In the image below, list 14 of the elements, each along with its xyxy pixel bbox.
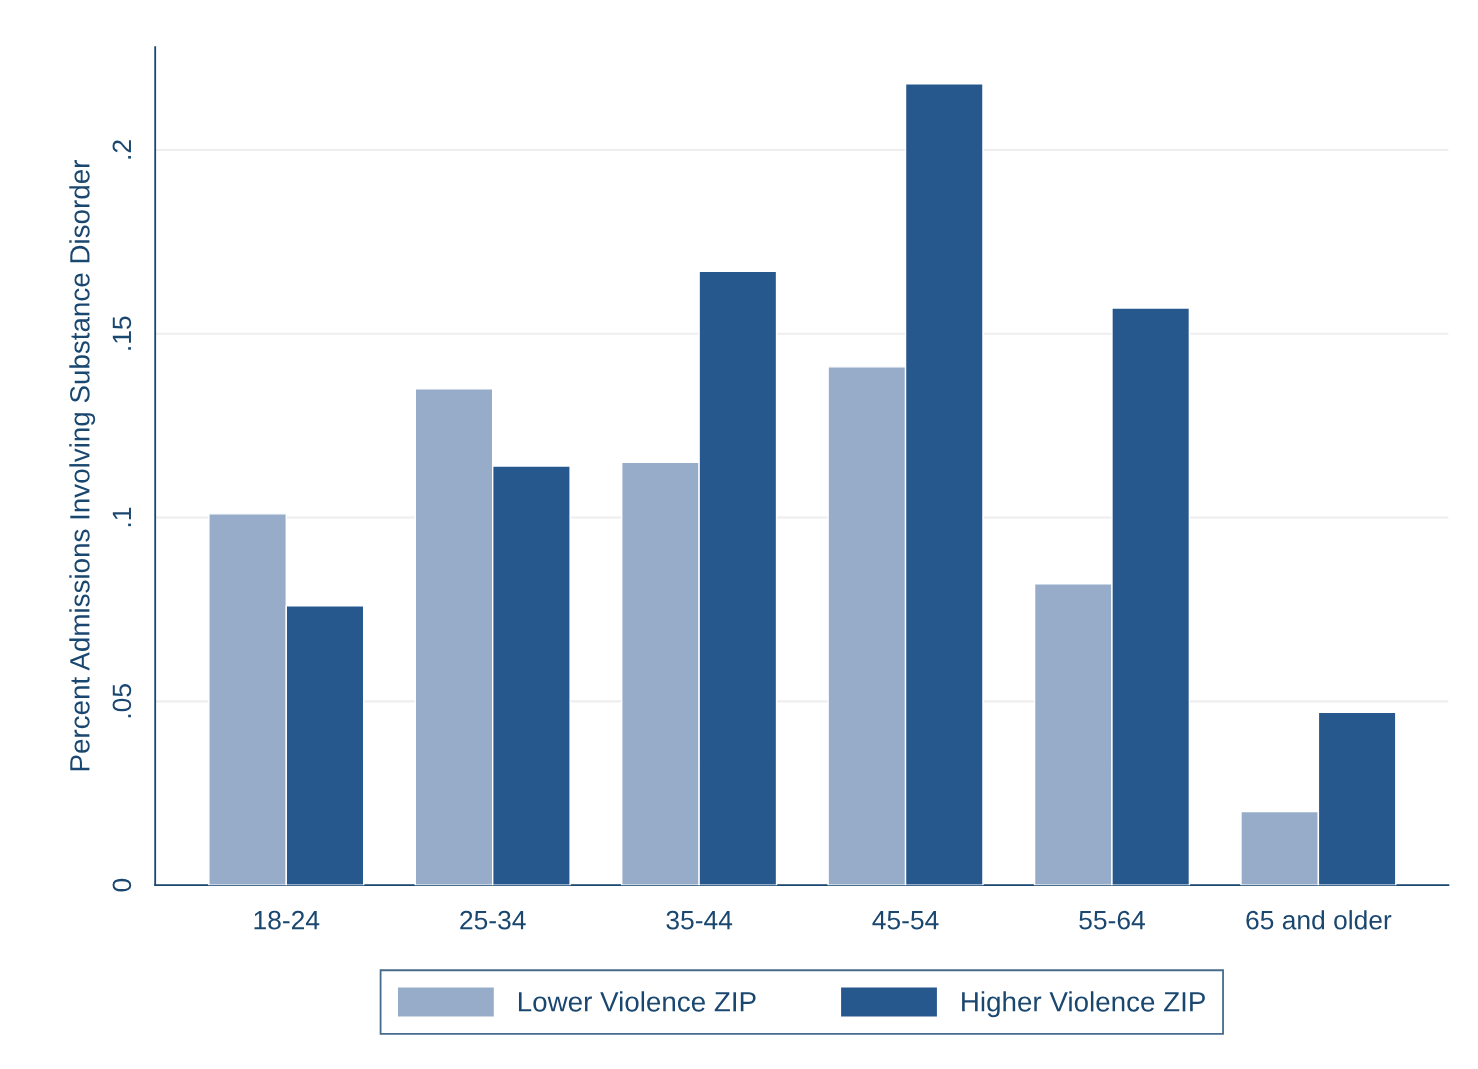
- x-tick-label: 55-64: [1079, 910, 1145, 930]
- legend-label: Lower Violence ZIP: [518, 991, 756, 1012]
- y-tick-label: .2: [112, 140, 131, 159]
- x-tick-label: 35-44: [666, 910, 733, 930]
- x-tick-label: 65 and older: [1246, 910, 1392, 930]
- y-axis-title: Percent Admissions Involving Substance Disorder: [69, 160, 96, 771]
- x-tick-label: 18-24: [254, 910, 320, 930]
- x-tick-label: 45-54: [872, 911, 939, 930]
- legend-label: Higher Violence ZIP: [962, 991, 1205, 1018]
- y-tick-label: .15: [112, 316, 132, 350]
- y-tick-label: .1: [112, 507, 131, 527]
- x-tick-label: 25-34: [460, 910, 526, 930]
- y-tick-label: 0: [112, 878, 132, 892]
- y-tick-label: .05: [112, 684, 132, 718]
